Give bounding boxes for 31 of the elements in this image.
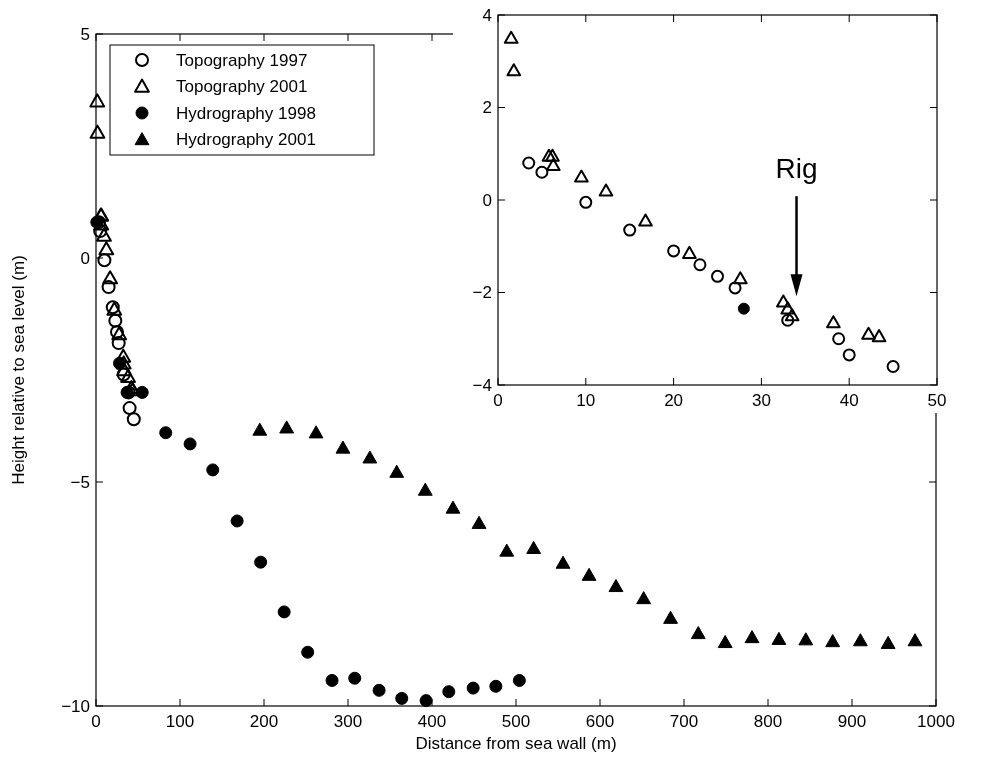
x-tick-label: 40 xyxy=(839,391,859,410)
y-tick-label: 4 xyxy=(482,5,492,25)
y-tick-label: −10 xyxy=(61,696,90,716)
x-tick-label: 200 xyxy=(249,712,279,731)
x-tick-label: 300 xyxy=(333,712,363,731)
x-tick-label: 50 xyxy=(927,391,947,410)
legend-label: Hydrography 2001 xyxy=(176,130,316,150)
y-tick-label: 5 xyxy=(80,24,90,44)
legend-label: Topography 2001 xyxy=(176,77,308,97)
y-tick-label: 0 xyxy=(482,190,492,210)
annotation: Rig xyxy=(775,153,818,185)
x-tick-label: 800 xyxy=(753,712,783,731)
legend-label: Hydrography 1998 xyxy=(176,103,316,123)
y-axis-title: Height relative to sea level (m) xyxy=(9,255,28,485)
x-tick-label: 500 xyxy=(501,712,531,731)
x-tick-label: 600 xyxy=(585,712,615,731)
y-tick-label: 2 xyxy=(482,98,492,118)
x-tick-label: 20 xyxy=(664,391,684,410)
x-tick-label: 30 xyxy=(751,391,771,410)
x-tick-label: 1000 xyxy=(917,712,955,731)
x-tick-label: 400 xyxy=(417,712,447,731)
x-tick-label: 900 xyxy=(837,712,867,731)
x-axis-title: Distance from sea wall (m) xyxy=(415,734,617,753)
legend-label: Topography 1997 xyxy=(176,50,308,70)
y-tick-label: −4 xyxy=(472,375,492,395)
x-tick-label: 10 xyxy=(576,391,596,410)
x-tick-label: 700 xyxy=(669,712,699,731)
y-tick-label: 0 xyxy=(80,248,90,268)
x-tick-label: 100 xyxy=(165,712,195,731)
y-tick-label: −2 xyxy=(472,283,492,303)
y-tick-label: −5 xyxy=(70,472,90,492)
